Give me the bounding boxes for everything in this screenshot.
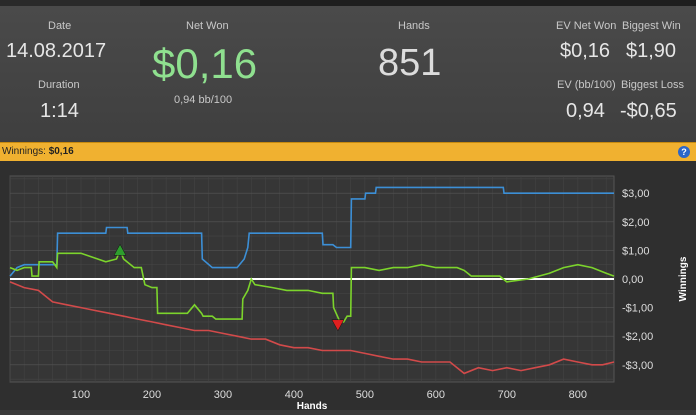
series-line-1 [9,248,615,323]
date-value: 14.08.2017 [6,40,107,62]
help-icon[interactable]: ? [678,146,690,158]
winnings-header: Winnings: $0,16 ? [0,142,696,161]
ev-bb-label: EV (bb/100) [557,79,616,91]
net-won-value: $0,16 [152,40,258,87]
x-tick-label: 200 [143,389,161,401]
y-tick-label: -$2,00 [622,331,653,343]
y-tick-label: $1,00 [622,245,650,257]
ev-net-won-value: $0,16 [560,40,611,62]
hands-value: 851 [378,42,442,84]
tab-strip [140,0,696,6]
biggest-loss-label: Biggest Loss [621,79,684,91]
x-tick-label: 600 [427,389,445,401]
date-label: Date [48,20,72,32]
x-tick-label: 400 [285,389,303,401]
max-marker [113,243,127,256]
y-tick-label: $3,00 [622,188,650,200]
min-marker [331,319,345,332]
y-tick-label: -$1,00 [622,303,653,315]
x-tick-label: 500 [356,389,374,401]
y-tick-label: 0,00 [622,274,643,286]
winnings-chart: $3,00 $2,00 $1,00 0,00 -$1,00 -$2,00 -$3,00 100… [0,161,696,412]
x-axis-label: Hands [297,401,328,410]
net-won-bb: 0,94 bb/100 [174,94,233,106]
series-line-0 [9,186,614,277]
winnings-value: $0,16 [48,146,74,157]
winnings-chart-svg: $3,00 $2,00 $1,00 0,00 -$1,00 -$2,00 -$3,00 100… [9,175,689,412]
x-tick-label: 100 [72,389,90,401]
biggest-loss-value: -$0,65 [620,100,677,122]
biggest-win-label: Biggest Win [622,20,681,32]
net-won-label: Net Won [186,20,229,32]
session-summary: Date 14.08.2017 Duration 1:14 Net Won $0… [0,6,696,142]
biggest-win-value: $1,90 [626,40,677,62]
y-tick-label: $2,00 [622,217,650,229]
x-tick-label: 800 [569,389,587,401]
winnings-label: Winnings: [2,146,46,157]
y-axis-label: Winnings [678,256,689,301]
series-line-2 [9,281,615,375]
hands-label: Hands [398,20,430,32]
duration-label: Duration [38,79,80,91]
ev-net-won-label: EV Net Won [556,20,617,32]
y-tick-label: -$3,00 [622,360,653,372]
duration-value: 1:14 [40,100,79,122]
x-tick-label: 700 [498,389,516,401]
ev-bb-value: 0,94 [566,100,605,122]
top-bar [0,0,696,6]
x-tick-label: 300 [214,389,232,401]
